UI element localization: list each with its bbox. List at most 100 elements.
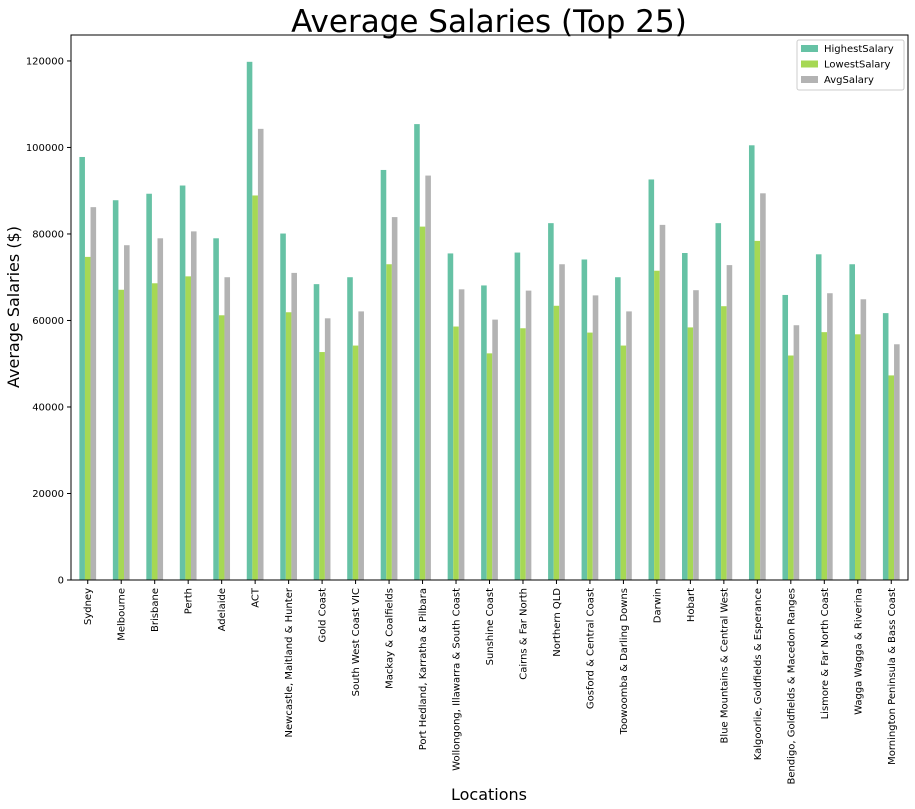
x-tick-label: Sydney [83, 588, 94, 625]
x-tick-label: Toowoomba & Darling Downs [619, 588, 630, 735]
x-tick-label: Lismore & Far North Coast [820, 588, 831, 719]
x-tick-label: Port Hedland, Karratha & Pilbara [418, 588, 429, 750]
legend-swatch [801, 60, 818, 68]
bar-lowestsalary [419, 226, 426, 580]
bar-lowestsalary [520, 328, 526, 580]
bar-avgsalary [291, 272, 297, 580]
legend-label: AvgSalary [824, 75, 874, 86]
x-tick-label: Kalgoorlie, Goldfields & Esperance [753, 588, 764, 760]
x-tick-label: ACT [251, 587, 262, 608]
bar-avgsalary [190, 231, 197, 580]
bar-highestsalary [313, 284, 320, 580]
bar-highestsalary [815, 254, 822, 581]
bar-lowestsalary [285, 312, 292, 580]
legend-box [796, 39, 905, 91]
x-tick-label: Melbourne [117, 588, 128, 641]
bar-lowestsalary [654, 270, 660, 580]
bar-avgsalary [827, 293, 833, 580]
bar-lowestsalary [620, 345, 627, 580]
x-tick-label: Wollongong, Illawarra & South Coast [452, 588, 463, 771]
x-tick-label: Perth [184, 588, 195, 614]
bar-avgsalary [726, 265, 733, 580]
chart-title: Average Salaries (Top 25) [291, 4, 687, 40]
x-tick-label: South West Coast VIC [351, 588, 362, 696]
bar-highestsalary [414, 124, 420, 580]
bar-lowestsalary [151, 283, 158, 580]
x-tick-label: Hobart [686, 588, 697, 622]
x-tick-label: Mackay & Coalfields [385, 588, 396, 689]
y-tick-label: 120000 [26, 56, 64, 67]
bar-avgsalary [693, 290, 699, 580]
bar-highestsalary [347, 277, 353, 580]
bar-avgsalary [257, 128, 264, 580]
bar-highestsalary [380, 169, 387, 580]
bar-avgsalary [157, 238, 164, 581]
bar-highestsalary [79, 156, 85, 580]
bar-avgsalary [894, 344, 900, 580]
y-tick-label: 60000 [32, 316, 64, 327]
bar-avgsalary [626, 311, 632, 580]
bar-highestsalary [112, 200, 119, 580]
x-tick-label: Cairns & Far North [518, 588, 529, 680]
x-tick-label: Mornington Peninsula & Bass Coast [887, 588, 898, 765]
y-tick-label: 20000 [32, 489, 64, 500]
bar-lowestsalary [84, 256, 91, 580]
bar-highestsalary [615, 277, 621, 580]
bar-avgsalary [124, 245, 130, 580]
x-tick-label: Northern QLD [552, 588, 563, 657]
y-axis-title: Average Salaries ($) [4, 226, 23, 388]
y-tick-label: 0 [58, 576, 64, 587]
bar-lowestsalary [587, 332, 593, 580]
bar-avgsalary [860, 299, 867, 580]
bar-avgsalary [90, 207, 97, 580]
bar-highestsalary [213, 238, 219, 581]
bar-highestsalary [782, 294, 789, 580]
y-tick-label: 100000 [26, 143, 64, 154]
bar-lowestsalary [486, 353, 493, 580]
bar-highestsalary [715, 223, 722, 580]
bar-avgsalary [391, 217, 398, 580]
bar-lowestsalary [854, 334, 861, 580]
bar-lowestsalary [553, 305, 560, 580]
plot-area: 0 20000 40000 60000 80000 100000 120000 Sydney M… [26, 34, 909, 785]
x-tick-label: Gosford & Central Coast [585, 588, 596, 709]
x-tick-label: Adelaide [217, 588, 228, 631]
x-tick-label: Brisbane [150, 588, 161, 632]
bar-highestsalary [447, 253, 454, 580]
bar-avgsalary [358, 311, 364, 580]
bar-avgsalary [458, 289, 465, 580]
bar-lowestsalary [821, 332, 828, 580]
bar-highestsalary [146, 193, 152, 580]
x-tick-label: Bendigo, Goldfields & Macedon Ranges [786, 588, 797, 785]
legend: HighestSalary LowestSalary AvgSalary [796, 39, 905, 91]
bar-lowestsalary [118, 289, 125, 580]
plot-frame [70, 34, 909, 581]
bar-highestsalary [682, 253, 688, 580]
bar-avgsalary [659, 224, 666, 580]
bar-highestsalary [179, 185, 186, 580]
y-tick-label: 40000 [32, 402, 64, 413]
bar-avgsalary [224, 277, 231, 580]
bar-highestsalary [849, 264, 855, 580]
bar-avgsalary [592, 295, 599, 580]
bar-lowestsalary [185, 276, 191, 580]
bar-avgsalary [525, 290, 532, 580]
bar-lowestsalary [319, 352, 325, 580]
bar-highestsalary [514, 252, 521, 581]
bar-avgsalary [324, 318, 331, 580]
bar-lowestsalary [252, 195, 258, 580]
bar-avgsalary [492, 319, 498, 580]
bar-lowestsalary [788, 355, 794, 580]
x-tick-label: Gold Coast [318, 588, 329, 643]
bar-lowestsalary [352, 345, 359, 580]
bar-lowestsalary [218, 315, 225, 580]
legend-label: HighestSalary [824, 44, 894, 55]
legend-swatch [801, 45, 818, 52]
x-tick-label: Blue Mountains & Central West [719, 588, 730, 744]
bar-avgsalary [425, 175, 431, 581]
legend-label: LowestSalary [824, 60, 890, 71]
x-tick-label: Darwin [652, 588, 663, 623]
bar-highestsalary [246, 61, 253, 581]
